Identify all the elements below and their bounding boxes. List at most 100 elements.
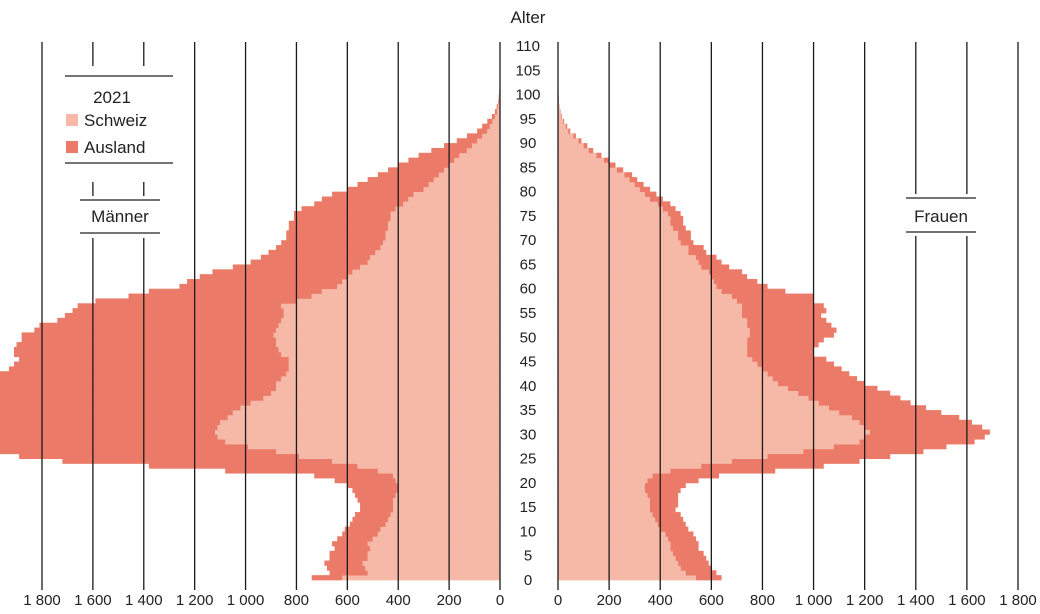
bar-maenner-ausland (321, 196, 409, 202)
bar-maenner-ausland (250, 259, 368, 265)
bar-maenner-ausland (482, 123, 490, 129)
bar-maenner-ausland (334, 478, 396, 484)
x-tick-label-left: 1 400 (125, 592, 163, 609)
bar-maenner-ausland (352, 516, 389, 523)
age-tick-label: 65 (520, 256, 537, 273)
bar-maenner-ausland (326, 565, 366, 571)
bar-frauen-schweiz (558, 123, 566, 129)
bar-maenner-ausland (477, 128, 488, 134)
bar-maenner-ausland (352, 487, 399, 493)
bar-maenner-schweiz (370, 546, 500, 552)
bar-maenner-schweiz (487, 128, 500, 134)
bar-frauen-schweiz (558, 385, 788, 392)
bar-frauen-schweiz (558, 254, 696, 260)
bar-maenner-schweiz (288, 356, 500, 362)
bar-frauen-schweiz (558, 560, 679, 566)
bar-maenner-ausland (0, 385, 277, 392)
bar-maenner-schweiz (288, 361, 500, 367)
bar-frauen-ausland (609, 162, 616, 168)
legend: 2021 Schweiz Ausland (55, 66, 185, 182)
bar-frauen-ausland (650, 196, 663, 202)
x-tick-label-right: 200 (597, 592, 622, 609)
label-maenner-box: Männer (75, 196, 165, 238)
bar-frauen-schweiz (558, 332, 750, 338)
bar-maenner-schweiz (367, 259, 500, 265)
bar-maenner-schweiz (393, 473, 500, 479)
bar-frauen-ausland (678, 230, 691, 236)
bar-maenner-ausland (293, 215, 391, 222)
bar-frauen-schweiz (558, 157, 604, 163)
bar-maenner-ausland (0, 424, 218, 430)
bar-frauen-schweiz (558, 133, 574, 139)
bar-maenner-schweiz (492, 118, 500, 125)
bar-frauen-ausland (721, 288, 786, 294)
bar-maenner-ausland (14, 361, 289, 367)
bar-maenner-schweiz (372, 536, 500, 542)
bar-frauen-schweiz (558, 570, 686, 576)
bar-frauen-schweiz (558, 512, 653, 518)
bar-frauen-schweiz (558, 463, 702, 469)
bar-frauen-ausland (650, 507, 676, 513)
bar-maenner-schweiz (385, 230, 500, 236)
bar-maenner-schweiz (217, 434, 501, 440)
bar-frauen-schweiz (558, 531, 666, 537)
bar-frauen-ausland (624, 172, 633, 178)
bar-frauen-ausland (670, 220, 684, 226)
bar-frauen-ausland (573, 133, 576, 139)
bar-frauen-ausland (616, 167, 624, 173)
bar-frauen-ausland (634, 181, 644, 188)
bar-maenner-schweiz (477, 138, 500, 144)
bar-maenner-ausland (357, 497, 394, 503)
bar-maenner-ausland (286, 235, 386, 241)
bar-maenner-ausland (179, 283, 338, 290)
bar-maenner-schweiz (403, 201, 500, 207)
bar-maenner-ausland (418, 152, 460, 159)
bar-frauen-schweiz (558, 235, 679, 241)
bar-frauen-ausland (650, 497, 679, 503)
bar-frauen-schweiz (558, 259, 699, 265)
bar-frauen-ausland (565, 123, 568, 129)
x-tick-label-right: 1 600 (948, 592, 986, 609)
age-tick-label: 55 (520, 305, 537, 322)
bar-maenner-ausland (314, 473, 394, 479)
bar-maenner-schweiz (393, 497, 500, 503)
bar-frauen-schweiz (558, 410, 840, 416)
age-tick-label: 85 (520, 159, 537, 176)
age-tick-label: 90 (520, 135, 537, 152)
bar-frauen-ausland (647, 492, 679, 498)
bar-maenner-schweiz (283, 308, 500, 314)
bar-maenner-schweiz (377, 531, 500, 537)
label-frauen: Frauen (914, 207, 968, 226)
bar-maenner-schweiz (263, 395, 500, 401)
bar-frauen-ausland (711, 274, 748, 280)
bar-frauen-ausland (673, 550, 704, 557)
bar-maenner-ausland (377, 172, 439, 178)
bar-maenner-schweiz (288, 366, 500, 372)
bar-frauen-ausland (560, 109, 561, 115)
bar-frauen-ausland (731, 458, 860, 464)
age-tick-label: 95 (520, 111, 537, 128)
bar-maenner-schweiz (276, 337, 500, 343)
bar-maenner-ausland (337, 536, 373, 542)
bar-maenner-ausland (128, 293, 312, 299)
bar-frauen-schweiz (558, 293, 732, 299)
bar-maenner-schweiz (390, 512, 500, 518)
bar-maenner-schweiz (393, 502, 500, 508)
bar-frauen-ausland (688, 245, 704, 251)
bar-frauen-schweiz (558, 555, 676, 561)
bar-maenner-schweiz (360, 264, 500, 270)
legend-label-schweiz: Schweiz (84, 111, 147, 130)
bar-frauen-schweiz (558, 327, 750, 333)
bar-maenner-ausland (288, 220, 389, 226)
bar-maenner-ausland (496, 104, 498, 110)
bar-frauen-ausland (665, 531, 694, 537)
bar-frauen-schweiz (558, 487, 645, 493)
bar-frauen-schweiz (558, 206, 663, 212)
bar-maenner-schweiz (367, 541, 500, 547)
bar-frauen-ausland (604, 157, 610, 163)
bar-maenner-ausland (332, 191, 414, 197)
bar-maenner-schweiz (408, 196, 500, 202)
bar-frauen-ausland (834, 444, 947, 450)
x-tick-label-right: 0 (554, 592, 562, 609)
bar-maenner-ausland (388, 167, 445, 173)
